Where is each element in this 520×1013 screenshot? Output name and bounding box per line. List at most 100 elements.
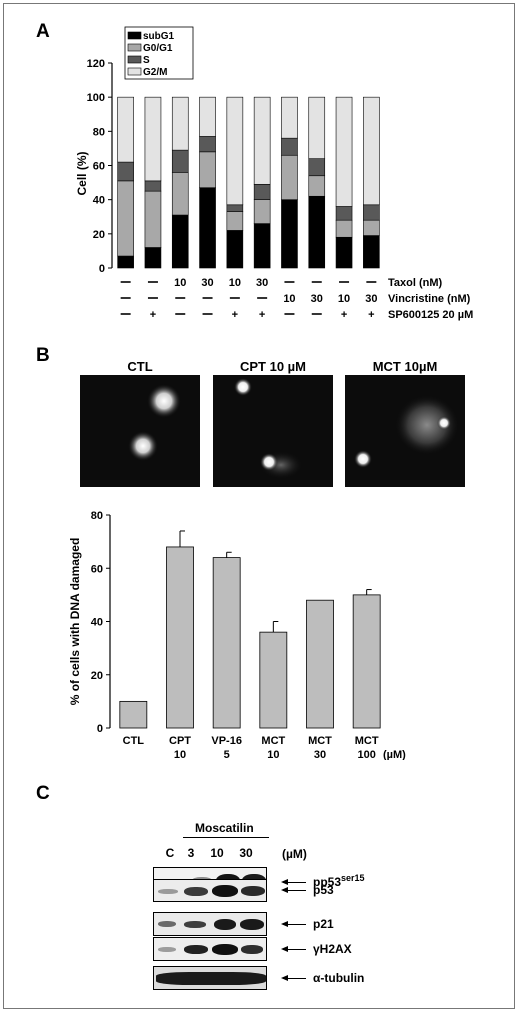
y-tick-label: 120 [87, 58, 105, 70]
blot-strip-gh2ax [153, 937, 267, 961]
bar-segment [308, 158, 326, 177]
lane-label: C [165, 846, 175, 860]
bar-segment [199, 151, 216, 189]
treatment-value: 10 [174, 277, 186, 289]
bar-segment [335, 236, 353, 269]
arrow-icon [281, 878, 306, 885]
x-tick-label: MCT [355, 735, 379, 747]
comet-title-mct: MCT 10µM [372, 359, 438, 374]
bar-segment [363, 204, 380, 221]
bar-segment [171, 172, 189, 216]
comet-image-ctl [80, 375, 200, 487]
arrow-icon [281, 974, 306, 981]
y-tick-label: 80 [93, 126, 105, 138]
treatment-label: SP600125 20 µM [388, 309, 473, 321]
blot-label-p53: p53 [313, 883, 334, 897]
bar-segment [253, 223, 271, 269]
bar [352, 594, 381, 729]
blot-label-tubulin: α-tubulin [313, 971, 365, 985]
blot-label-p21: p21 [313, 917, 334, 931]
bar-segment [171, 214, 189, 269]
dna-damage-chart: 0 20 40 60 80 % of cells with DNA damaged CTL C… [68, 510, 406, 760]
blot-unit: (µM) [282, 847, 307, 861]
bar [259, 631, 288, 729]
bar-segment [117, 96, 134, 163]
bar-segment [199, 187, 216, 269]
treatment-value: 30 [256, 277, 268, 289]
x-unit-label: (µM) [383, 749, 406, 760]
blot-strip-tubulin [153, 966, 267, 990]
bar-segment [363, 96, 380, 206]
bar-segment [117, 255, 134, 269]
bar-segment [335, 96, 353, 207]
x-tick-label: MCT [261, 735, 285, 747]
y-tick-label: 0 [99, 263, 105, 275]
y-tick-label: 40 [93, 195, 105, 207]
y-tick-label: 20 [93, 229, 105, 241]
treatment-value: + [368, 309, 374, 321]
bar-segment [363, 235, 380, 269]
treatment-label: Taxol (nM) [388, 277, 443, 289]
bar [212, 557, 241, 729]
lane-label: 3 [187, 846, 195, 860]
legend-label: S [143, 55, 150, 66]
treatment-value: + [150, 309, 156, 321]
y-tick-label: 40 [91, 617, 103, 629]
bar-segment [335, 206, 353, 221]
treatment-value: + [259, 309, 265, 321]
x-tick-dose: 30 [314, 749, 326, 760]
arrow-icon [281, 945, 306, 952]
bar-segment [117, 161, 134, 182]
blot-strip-p21 [153, 912, 267, 936]
bar-segment [253, 183, 271, 200]
treatment-value: 30 [311, 293, 323, 305]
bar-segment [253, 96, 271, 185]
bar-segment [226, 211, 244, 231]
bar-segment [199, 96, 216, 137]
bar-segment [281, 137, 298, 156]
x-tick-dose: 10 [174, 749, 186, 760]
bar-segment [171, 149, 189, 173]
bar-segment [281, 96, 298, 139]
bar-segment [144, 190, 162, 248]
arrow-icon [281, 886, 306, 893]
comet-image-mct [345, 375, 465, 487]
treatment-label: Vincristine (nM) [388, 293, 471, 305]
bar-segment [226, 230, 244, 269]
bar-segment [253, 199, 271, 224]
bar-segment [281, 154, 298, 200]
legend-swatch [127, 55, 142, 64]
bar-segment [171, 96, 189, 151]
y-tick-label: 60 [93, 161, 105, 173]
legend-label: G0/G1 [143, 43, 173, 54]
y-axis-label: % of cells with DNA damaged [68, 538, 82, 706]
comet-title-cpt: CPT 10 µM [239, 359, 306, 374]
comet-image-cpt [213, 375, 333, 487]
x-tick-dose: 10 [267, 749, 279, 760]
y-axis-label: Cell (%) [75, 151, 89, 195]
lane-label: 10 [210, 846, 224, 860]
bar-segment [144, 96, 162, 182]
x-tick-label: VP-16 [211, 735, 242, 747]
panel-letter-a: A [36, 21, 50, 42]
y-tick-label: 80 [91, 510, 103, 522]
bar-segment [144, 247, 162, 269]
legend-swatch [127, 43, 142, 52]
y-tick-label: 100 [87, 92, 105, 104]
bar-segment [363, 219, 380, 236]
bar-segment [335, 219, 353, 238]
treatment-value: + [232, 309, 238, 321]
legend-label: subG1 [143, 31, 175, 42]
bar [306, 599, 334, 729]
bar-segment [144, 180, 162, 192]
bar-segment [199, 136, 216, 153]
legend-label: G2/M [143, 67, 167, 78]
bar [119, 700, 148, 729]
bar-segment [226, 96, 244, 206]
y-tick-label: 20 [91, 670, 103, 682]
bar-segment [117, 180, 134, 257]
treatment-value: 10 [283, 293, 295, 305]
blot-header-line [183, 837, 269, 838]
bar-segment [308, 175, 326, 197]
